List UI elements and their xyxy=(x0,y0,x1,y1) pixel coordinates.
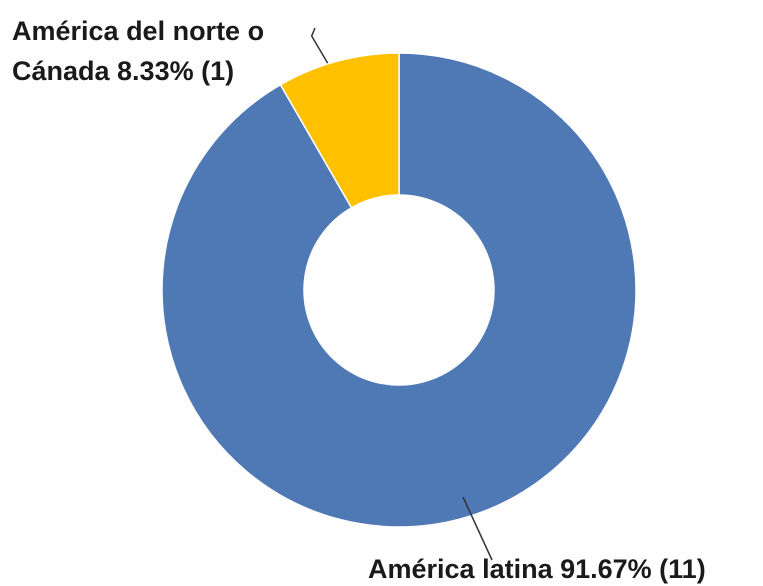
slice-am-rica-latina xyxy=(161,52,637,528)
label-latin-america: América latina 91.67% (11) xyxy=(368,554,706,584)
label-north-america-line2: Cánada 8.33% (1) xyxy=(12,56,234,86)
donut-slices xyxy=(161,52,637,528)
label-north-america-line1: América del norte o xyxy=(12,16,264,46)
leader-lines xyxy=(310,27,493,561)
leader-line-north-america xyxy=(310,27,329,64)
leader-line-latin-america xyxy=(462,496,493,561)
slice-am-rica-del-norte-o-c-nada xyxy=(279,52,400,209)
